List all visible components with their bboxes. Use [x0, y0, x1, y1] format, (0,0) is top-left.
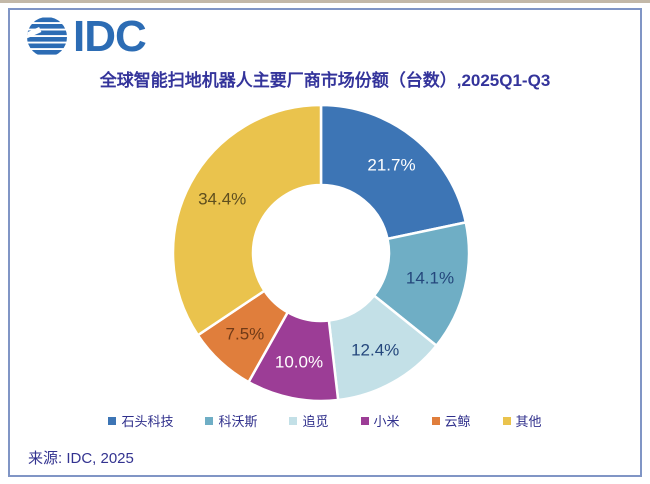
- legend-label: 其他: [515, 414, 542, 429]
- donut-slice-1: [319, 103, 468, 241]
- legend-label: 科沃斯: [218, 414, 258, 429]
- legend-swatch-icon: [108, 416, 117, 425]
- legend-swatch-icon: [502, 416, 511, 425]
- legend-label: 追觅: [302, 414, 329, 429]
- legend-swatch-icon: [431, 416, 440, 425]
- legend-item-6: 其他: [502, 411, 542, 430]
- idc-logo-text: IDC: [73, 12, 147, 61]
- chart-legend: 石头科技 科沃斯 追觅 小米 云鲸 其他: [0, 411, 650, 430]
- legend-item-3: 追觅: [289, 411, 329, 430]
- donut-slice-6: [171, 103, 323, 337]
- legend-swatch-icon: [289, 416, 298, 425]
- legend-item-1: 石头科技: [108, 411, 173, 430]
- slice-label-4: 10.0%: [275, 352, 323, 371]
- slice-label-2: 14.1%: [406, 268, 454, 287]
- legend-label: 小米: [373, 414, 400, 429]
- chart-title: 全球智能扫地机器人主要厂商市场份额（台数）,2025Q1-Q3: [99, 71, 551, 90]
- legend-swatch-icon: [360, 416, 369, 425]
- idc-logo: IDC: [26, 12, 147, 61]
- legend-item-2: 科沃斯: [205, 411, 257, 430]
- slice-label-5: 7.5%: [226, 325, 265, 344]
- slice-label-6: 34.4%: [198, 190, 246, 209]
- slice-label-3: 12.4%: [351, 340, 399, 359]
- legend-label: 云鲸: [444, 414, 471, 429]
- legend-item-4: 小米: [360, 411, 400, 430]
- legend-item-5: 云鲸: [431, 411, 471, 430]
- page-top-strip: [0, 0, 650, 3]
- source-text: 来源: IDC, 2025: [28, 450, 134, 467]
- legend-label: 石头科技: [121, 414, 174, 429]
- legend-swatch-icon: [205, 416, 214, 425]
- idc-globe-icon: [27, 17, 67, 55]
- slice-label-1: 21.7%: [367, 155, 415, 174]
